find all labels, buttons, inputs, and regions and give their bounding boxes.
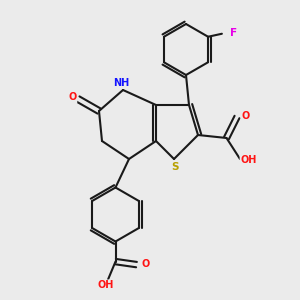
Text: O: O	[68, 92, 77, 103]
Text: O: O	[241, 111, 250, 121]
Text: OH: OH	[240, 155, 256, 165]
Text: F: F	[230, 28, 237, 38]
Text: O: O	[141, 259, 150, 269]
Text: S: S	[172, 162, 179, 172]
Text: OH: OH	[98, 280, 114, 290]
Text: NH: NH	[113, 78, 130, 88]
